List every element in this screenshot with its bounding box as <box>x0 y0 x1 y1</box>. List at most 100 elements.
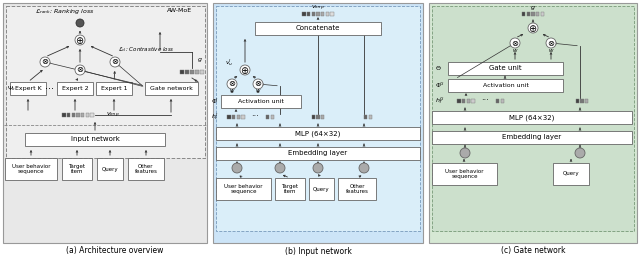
Circle shape <box>75 35 85 45</box>
Bar <box>216 147 420 160</box>
Bar <box>527 12 530 16</box>
Text: Expert 2: Expert 2 <box>61 86 88 91</box>
Text: $g$: $g$ <box>197 56 203 64</box>
Circle shape <box>510 38 520 48</box>
Circle shape <box>232 163 242 173</box>
Text: Gate network: Gate network <box>150 86 193 91</box>
Text: Other
features: Other features <box>346 184 369 194</box>
Text: MLP (64×32): MLP (64×32) <box>509 114 555 121</box>
Bar <box>321 12 324 16</box>
Bar <box>275 178 305 200</box>
Text: $v_u^I$: $v_u^I$ <box>225 58 233 68</box>
Text: $\otimes$: $\otimes$ <box>547 38 555 48</box>
Text: $\mathcal{L}_{rank}$: Ranking loss: $\mathcal{L}_{rank}$: Ranking loss <box>35 6 95 16</box>
Bar <box>448 62 563 75</box>
Bar <box>321 115 324 119</box>
Text: User behavior
sequence: User behavior sequence <box>445 169 484 179</box>
Circle shape <box>546 38 556 48</box>
Text: $v_{imp}$: $v_{imp}$ <box>311 3 325 13</box>
Text: $\mathcal{L}_{cl}$: Contrastive loss: $\mathcal{L}_{cl}$: Contrastive loss <box>118 46 175 55</box>
Text: $\otimes$: $\otimes$ <box>511 38 519 48</box>
Bar <box>5 158 57 180</box>
Bar <box>72 113 75 117</box>
Bar <box>462 99 465 103</box>
Text: w: w <box>230 89 234 93</box>
Bar <box>429 3 637 243</box>
Bar <box>237 115 240 119</box>
Bar <box>232 115 236 119</box>
Bar <box>62 113 66 117</box>
Bar <box>553 163 589 185</box>
Bar <box>531 12 535 16</box>
Bar <box>255 22 381 35</box>
Bar <box>432 6 634 231</box>
Bar <box>67 113 70 117</box>
Circle shape <box>359 163 369 173</box>
Text: $\Theta$: $\Theta$ <box>435 64 442 72</box>
Text: $g$: $g$ <box>530 4 536 12</box>
Text: Embedding layer: Embedding layer <box>289 151 348 156</box>
Text: $\oplus$: $\oplus$ <box>529 23 538 34</box>
Text: (c) Gate network: (c) Gate network <box>500 247 565 255</box>
Text: ···: ··· <box>481 97 489 105</box>
Text: Activation unit: Activation unit <box>483 83 529 88</box>
Circle shape <box>575 148 585 158</box>
Bar <box>185 70 189 74</box>
Text: Target
item: Target item <box>282 184 298 194</box>
Bar <box>585 99 588 103</box>
Bar <box>190 70 194 74</box>
Bar <box>6 6 205 158</box>
Bar <box>312 12 315 16</box>
Bar <box>309 178 334 200</box>
Bar <box>213 3 423 243</box>
Bar <box>227 115 230 119</box>
Bar <box>76 113 80 117</box>
Bar <box>81 113 84 117</box>
Bar <box>541 12 544 16</box>
Bar <box>364 115 367 119</box>
Text: Query: Query <box>563 172 579 176</box>
Bar <box>195 70 199 74</box>
Bar <box>86 113 89 117</box>
Bar <box>338 178 376 200</box>
Bar <box>10 82 46 95</box>
Text: $h_t^I$: $h_t^I$ <box>211 112 219 122</box>
Circle shape <box>313 163 323 173</box>
Text: $h_T^G$: $h_T^G$ <box>435 95 445 106</box>
Bar <box>330 12 334 16</box>
Bar <box>302 12 306 16</box>
Text: MLP (64×32): MLP (64×32) <box>295 130 340 137</box>
Circle shape <box>528 23 538 33</box>
Circle shape <box>75 65 85 75</box>
Bar <box>312 115 315 119</box>
Bar <box>216 127 420 140</box>
Circle shape <box>76 19 84 27</box>
Bar <box>128 158 164 180</box>
Bar <box>316 115 320 119</box>
Bar <box>97 158 123 180</box>
Circle shape <box>40 57 50 67</box>
Bar <box>522 12 525 16</box>
Bar <box>221 95 301 108</box>
Text: Input network: Input network <box>70 136 120 143</box>
Bar <box>25 133 165 146</box>
Bar <box>580 99 584 103</box>
Bar <box>90 113 94 117</box>
Bar <box>57 82 93 95</box>
Bar <box>500 99 504 103</box>
Bar <box>471 99 475 103</box>
Bar <box>216 6 420 231</box>
Circle shape <box>275 163 285 173</box>
Bar <box>62 158 92 180</box>
Bar <box>432 163 497 185</box>
Text: (b) Input network: (b) Input network <box>285 247 351 255</box>
Text: AW-MoE: AW-MoE <box>167 8 192 14</box>
Bar <box>575 99 579 103</box>
Bar <box>457 99 461 103</box>
Text: w: w <box>256 89 260 93</box>
Bar <box>216 178 271 200</box>
Text: $\oplus$: $\oplus$ <box>76 35 84 46</box>
Bar <box>432 111 632 124</box>
Text: Concatenate: Concatenate <box>296 26 340 31</box>
Text: Other
features: Other features <box>134 164 157 174</box>
